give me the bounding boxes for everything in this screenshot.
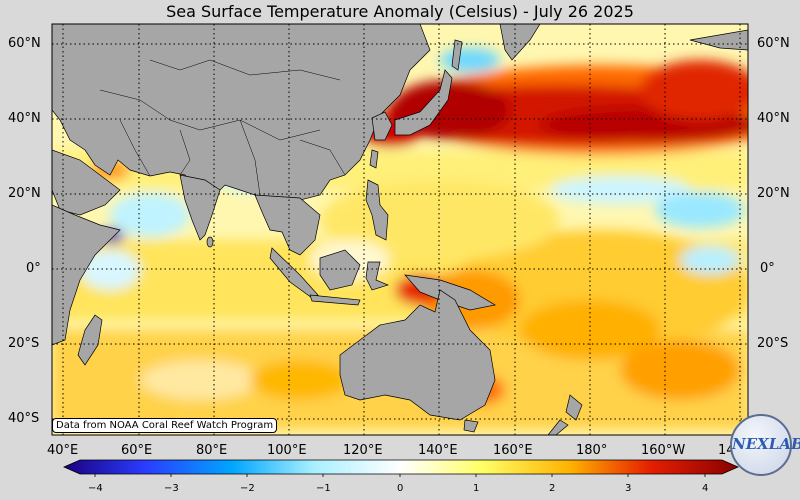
land-masses <box>52 24 748 435</box>
colorbar-ticks <box>94 474 706 477</box>
nexlab-logo[interactable]: NEXLAB <box>730 414 800 476</box>
lon-label-80e: 80°E <box>196 443 228 458</box>
colorbar-tick-label: 3 <box>625 483 632 494</box>
colorbar-tick-label: 1 <box>473 483 480 494</box>
lat-label-40n-right: 40°N <box>757 111 790 126</box>
lat-label-20n-right: 20°N <box>757 186 790 201</box>
map-frame <box>51 23 749 436</box>
lat-label-40n-left: 40°N <box>8 111 41 126</box>
lat-label-20s-right: 20°S <box>757 336 789 351</box>
lon-label-60e: 60°E <box>121 443 153 458</box>
colorbar-tick-label: −3 <box>164 483 179 494</box>
lat-label-20s-left: 20°S <box>8 336 40 351</box>
colorbar <box>63 459 739 475</box>
map-title: Sea Surface Temperature Anomaly (Celsius… <box>166 2 634 21</box>
lat-label-60n-left: 60°N <box>8 36 41 51</box>
logo-text: NEXLAB <box>732 435 800 453</box>
lon-label-160e: 160°E <box>493 443 533 458</box>
lon-label-100e: 100°E <box>267 443 307 458</box>
colorbar-tick-label: 4 <box>702 483 709 494</box>
country-borders <box>99 59 346 196</box>
lat-label-40s-left: 40°S <box>8 411 40 426</box>
colorbar-tick-label: 2 <box>549 483 556 494</box>
lat-label-60n-right: 60°N <box>757 36 790 51</box>
colorbar-tick-label: 0 <box>397 483 404 494</box>
graticule <box>52 24 748 435</box>
lon-label-160w: 160°W <box>641 443 686 458</box>
lon-label-120e: 120°E <box>343 443 383 458</box>
lat-label-0-right: 0° <box>760 261 775 276</box>
data-credit: Data from NOAA Coral Reef Watch Program <box>52 418 278 433</box>
colorbar-tick-label: −1 <box>316 483 331 494</box>
lat-label-20n-left: 20°N <box>8 186 41 201</box>
colorbar-tick-label: −4 <box>88 483 103 494</box>
colorbar-tick-label: −2 <box>240 483 255 494</box>
lat-label-0-left: 0° <box>26 261 41 276</box>
lon-label-180: 180° <box>576 443 608 458</box>
lon-label-40e: 40°E <box>47 443 79 458</box>
lon-label-140e: 140°E <box>418 443 458 458</box>
